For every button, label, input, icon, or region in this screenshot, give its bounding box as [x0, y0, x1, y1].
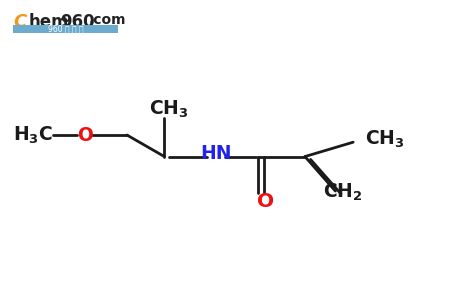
Text: 960: 960: [60, 13, 95, 31]
FancyBboxPatch shape: [13, 25, 118, 33]
Text: O: O: [77, 125, 93, 144]
Text: $\mathbf{CH_3}$: $\mathbf{CH_3}$: [149, 98, 189, 120]
Text: $\mathbf{CH_2}$: $\mathbf{CH_2}$: [323, 182, 362, 203]
Text: $\mathbf{CH_3}$: $\mathbf{CH_3}$: [365, 129, 404, 150]
Text: O: O: [256, 192, 273, 211]
Text: $\mathbf{H_3C}$: $\mathbf{H_3C}$: [13, 124, 53, 146]
Text: hem: hem: [28, 13, 69, 31]
Text: 960 化 工 网: 960 化 工 网: [48, 24, 84, 33]
Text: HN: HN: [200, 144, 232, 163]
Text: .com: .com: [89, 13, 126, 27]
Text: C: C: [13, 13, 27, 31]
